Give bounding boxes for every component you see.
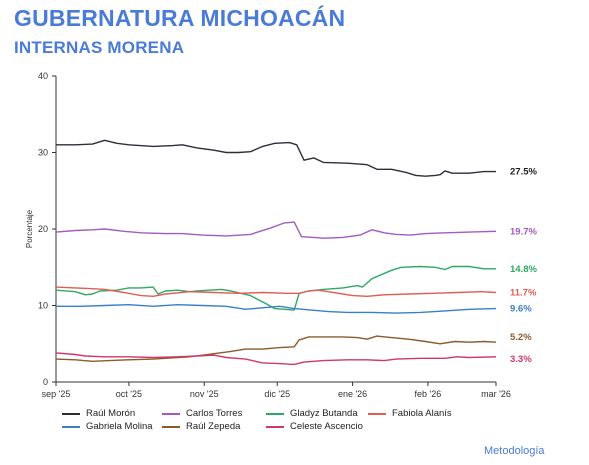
- y-axis-label: Porcentaje: [25, 209, 34, 248]
- x-tick-label: ene '26: [338, 389, 367, 399]
- legend-item[interactable]: Raúl Zepeda: [162, 421, 240, 432]
- legend-swatch: [162, 412, 180, 415]
- x-tick-label: sep '25: [42, 389, 71, 399]
- legend-label: Gladyz Butanda: [290, 408, 358, 419]
- legend-item[interactable]: Celeste Ascencio: [266, 421, 363, 432]
- legend-label: Raúl Morón: [86, 408, 136, 419]
- series-line: [55, 286, 497, 297]
- y-tick-label: 20: [38, 224, 48, 234]
- legend-label: Gabriela Molina: [86, 421, 153, 432]
- legend-swatch: [162, 425, 180, 428]
- legend-item[interactable]: Fabiola Alanís: [368, 408, 452, 419]
- methodology-link[interactable]: Metodología: [484, 445, 545, 457]
- page-title: GUBERNATURA MICHOACÁN: [14, 5, 346, 31]
- chart-axes: 0 10 20 30 40 sep '25 oct '25 nov '25 dic '25 ene…: [25, 71, 511, 399]
- series-end-label: 14.8%: [510, 264, 537, 275]
- series-end-label: 5.2%: [510, 332, 532, 343]
- series-end-label: 9.6%: [510, 304, 532, 315]
- y-tick-label: 30: [38, 148, 48, 158]
- legend-label: Fabiola Alanís: [392, 408, 452, 419]
- line-chart: 0 10 20 30 40 sep '25 oct '25 nov '25 dic '25 ene…: [25, 71, 537, 399]
- series-line: [55, 221, 497, 239]
- y-tick-label: 40: [38, 71, 48, 81]
- x-tick-label: mar '26: [481, 389, 511, 399]
- legend-swatch: [62, 425, 80, 428]
- series-line: [56, 304, 497, 314]
- legend-item[interactable]: Raúl Morón: [62, 408, 135, 419]
- series-line: [55, 265, 496, 311]
- legend-label: Celeste Ascencio: [290, 421, 363, 432]
- series-end-label: 27.5%: [510, 167, 537, 178]
- series-line: [55, 352, 497, 366]
- legend-label: Raúl Zepeda: [186, 421, 241, 432]
- legend-item[interactable]: Gabriela Molina: [62, 421, 153, 432]
- x-tick-label: oct '25: [116, 389, 142, 399]
- series-end-label: 19.7%: [510, 226, 537, 237]
- legend-swatch: [62, 412, 80, 415]
- chart-end-labels: 27.5% 19.7% 14.8% 11.7% 9.6% 5.2% 3.3%: [510, 167, 537, 365]
- x-tick-label: feb '26: [415, 389, 442, 399]
- series-end-label: 11.7%: [510, 287, 537, 298]
- legend-swatch: [266, 425, 284, 428]
- y-tick-label: 0: [43, 377, 48, 387]
- chart-series-lines: [55, 139, 497, 366]
- legend-label: Carlos Torres: [186, 408, 243, 419]
- legend-item[interactable]: Gladyz Butanda: [266, 408, 358, 419]
- page-subtitle: INTERNAS MORENA: [14, 38, 185, 57]
- x-tick-label: nov '25: [190, 389, 219, 399]
- series-line: [55, 335, 497, 362]
- legend-swatch: [266, 412, 284, 415]
- y-tick-label: 10: [38, 301, 48, 311]
- legend-item[interactable]: Carlos Torres: [162, 408, 242, 419]
- series-end-label: 3.3%: [510, 354, 532, 365]
- x-tick-label: dic '25: [264, 389, 290, 399]
- series-line: [56, 139, 496, 177]
- legend-swatch: [368, 412, 386, 415]
